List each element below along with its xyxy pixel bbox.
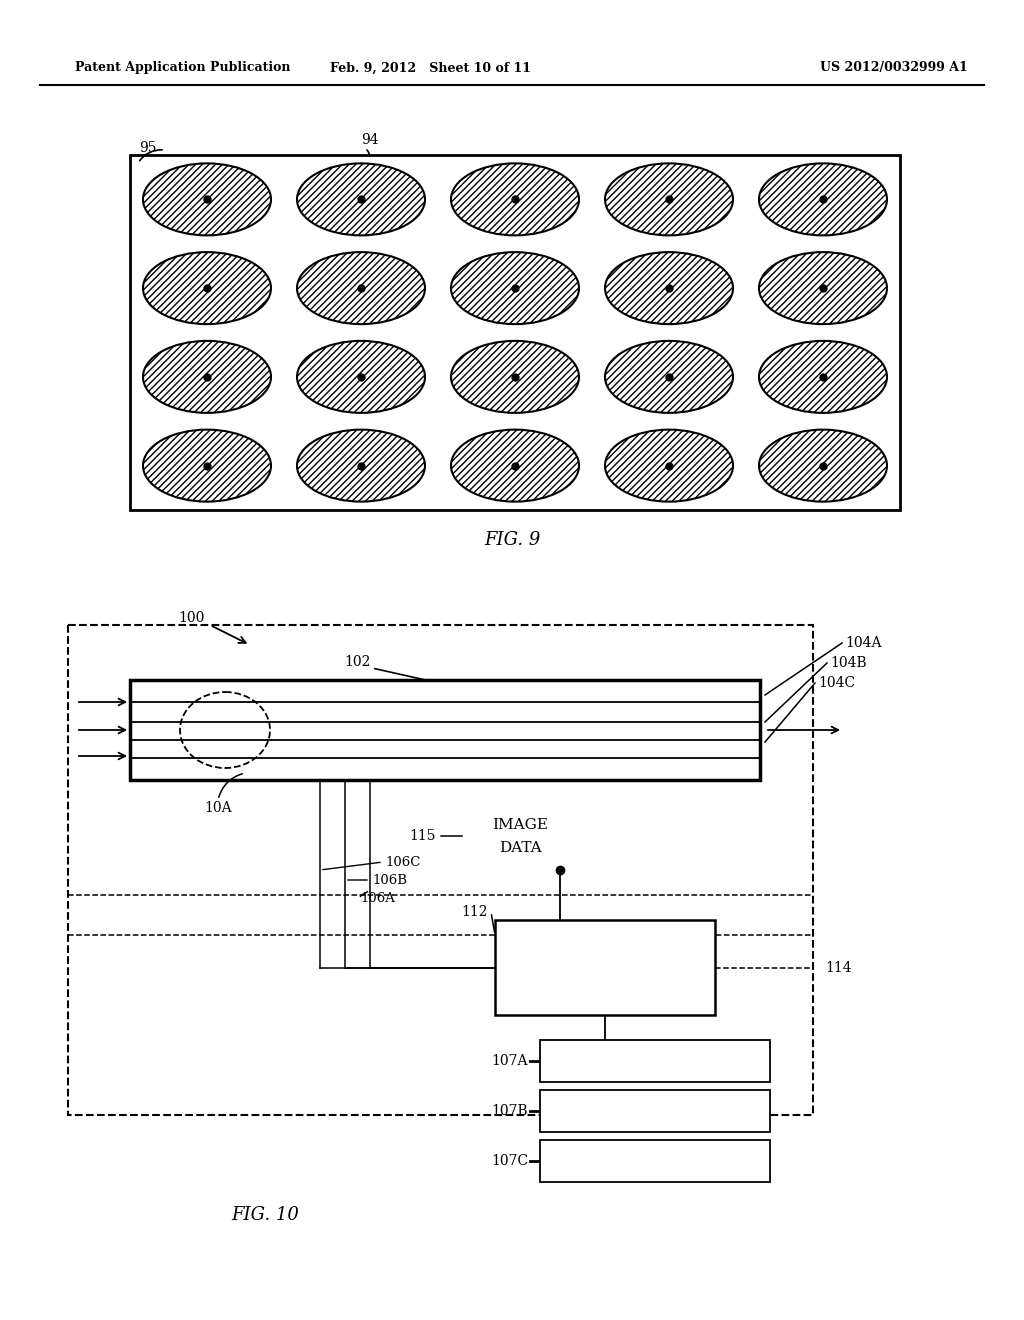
Ellipse shape bbox=[297, 429, 425, 502]
Text: 107B: 107B bbox=[492, 1104, 528, 1118]
Ellipse shape bbox=[143, 429, 271, 502]
Ellipse shape bbox=[605, 164, 733, 235]
Bar bbox=[130, 154, 900, 510]
Text: 106B: 106B bbox=[372, 874, 407, 887]
Ellipse shape bbox=[143, 341, 271, 413]
Ellipse shape bbox=[297, 252, 425, 325]
Ellipse shape bbox=[451, 429, 579, 502]
Ellipse shape bbox=[759, 429, 887, 502]
Ellipse shape bbox=[297, 341, 425, 413]
Text: US 2012/0032999 A1: US 2012/0032999 A1 bbox=[820, 62, 968, 74]
Text: PROPERTY DATA: PROPERTY DATA bbox=[595, 1155, 716, 1167]
Ellipse shape bbox=[605, 252, 733, 325]
Text: 104C: 104C bbox=[818, 676, 855, 690]
Ellipse shape bbox=[605, 429, 733, 502]
Ellipse shape bbox=[451, 341, 579, 413]
Text: 10A: 10A bbox=[204, 801, 231, 814]
Ellipse shape bbox=[297, 252, 425, 325]
Text: 112: 112 bbox=[462, 906, 488, 919]
Text: 102: 102 bbox=[344, 655, 371, 669]
Text: CONTROLLER: CONTROLLER bbox=[549, 961, 660, 974]
Ellipse shape bbox=[759, 164, 887, 235]
Ellipse shape bbox=[297, 429, 425, 502]
Text: 95: 95 bbox=[139, 141, 157, 154]
Text: IMAGE: IMAGE bbox=[492, 818, 548, 832]
Text: 115: 115 bbox=[410, 829, 436, 843]
Bar bbox=[540, 1040, 770, 1082]
Text: PROPERTY DATA: PROPERTY DATA bbox=[595, 1105, 716, 1118]
Bar bbox=[495, 920, 715, 1015]
Ellipse shape bbox=[605, 341, 733, 413]
Text: 106C: 106C bbox=[385, 855, 421, 869]
Ellipse shape bbox=[143, 164, 271, 235]
Ellipse shape bbox=[605, 252, 733, 325]
Text: 100: 100 bbox=[179, 611, 205, 624]
Ellipse shape bbox=[297, 164, 425, 235]
Ellipse shape bbox=[143, 164, 271, 235]
Ellipse shape bbox=[605, 429, 733, 502]
Text: FIG. 10: FIG. 10 bbox=[231, 1206, 299, 1224]
Text: FIG. 9: FIG. 9 bbox=[483, 531, 541, 549]
Text: 114: 114 bbox=[825, 961, 852, 974]
Ellipse shape bbox=[605, 341, 733, 413]
Bar bbox=[540, 1140, 770, 1181]
Ellipse shape bbox=[143, 252, 271, 325]
Text: 104B: 104B bbox=[830, 656, 866, 671]
Ellipse shape bbox=[297, 164, 425, 235]
Ellipse shape bbox=[759, 252, 887, 325]
Ellipse shape bbox=[759, 429, 887, 502]
Ellipse shape bbox=[451, 164, 579, 235]
Ellipse shape bbox=[451, 341, 579, 413]
Ellipse shape bbox=[759, 252, 887, 325]
Ellipse shape bbox=[451, 252, 579, 325]
Bar bbox=[68, 624, 813, 1115]
Text: DATA: DATA bbox=[499, 841, 542, 855]
Ellipse shape bbox=[143, 252, 271, 325]
Ellipse shape bbox=[759, 341, 887, 413]
Ellipse shape bbox=[451, 429, 579, 502]
Ellipse shape bbox=[143, 341, 271, 413]
Ellipse shape bbox=[605, 164, 733, 235]
Text: 106A: 106A bbox=[360, 891, 395, 904]
Ellipse shape bbox=[759, 164, 887, 235]
Text: 94: 94 bbox=[361, 133, 379, 147]
Ellipse shape bbox=[451, 164, 579, 235]
Text: PROPERTY DATA: PROPERTY DATA bbox=[595, 1055, 716, 1068]
Text: 107C: 107C bbox=[490, 1154, 528, 1168]
Text: Patent Application Publication: Patent Application Publication bbox=[75, 62, 291, 74]
Text: Feb. 9, 2012   Sheet 10 of 11: Feb. 9, 2012 Sheet 10 of 11 bbox=[330, 62, 530, 74]
Ellipse shape bbox=[759, 341, 887, 413]
Ellipse shape bbox=[143, 429, 271, 502]
Bar bbox=[130, 680, 760, 780]
Text: 104A: 104A bbox=[845, 636, 882, 649]
Ellipse shape bbox=[451, 252, 579, 325]
Bar bbox=[540, 1090, 770, 1133]
Ellipse shape bbox=[297, 341, 425, 413]
Text: 107A: 107A bbox=[492, 1053, 528, 1068]
